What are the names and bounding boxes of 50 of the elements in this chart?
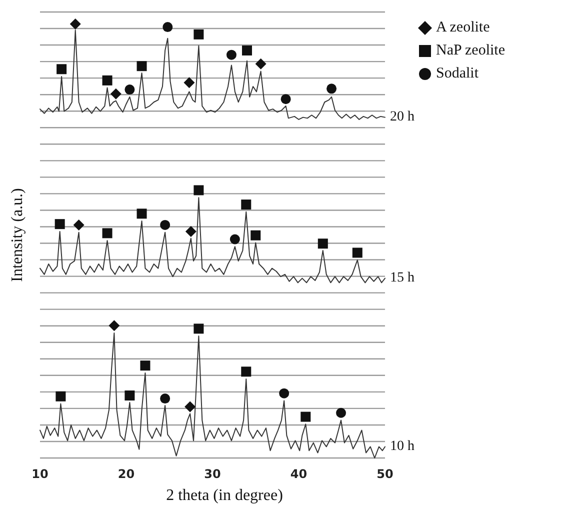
point <box>318 238 328 249</box>
legend-label: A zeolite <box>436 19 490 36</box>
point <box>241 200 252 210</box>
point <box>54 219 65 230</box>
point <box>140 360 150 371</box>
point <box>241 366 252 377</box>
point <box>194 29 204 40</box>
y-axis-title: Intensity (a.u.) <box>9 188 26 282</box>
point <box>184 401 196 412</box>
point <box>136 61 147 72</box>
point <box>110 88 122 100</box>
x-tick-label: 50 <box>376 467 394 481</box>
point <box>194 324 204 334</box>
series-label: 15 h <box>390 270 414 286</box>
point <box>352 248 362 258</box>
point <box>160 220 170 230</box>
point <box>280 94 291 104</box>
point <box>70 18 81 30</box>
x-tick-label: 30 <box>204 467 221 481</box>
point <box>102 228 112 238</box>
point <box>242 45 252 56</box>
point <box>194 185 204 196</box>
point <box>185 226 196 237</box>
legend-label: NaP zeolite <box>436 42 506 58</box>
point <box>160 394 170 404</box>
point <box>300 412 311 422</box>
x-axis-title: 2 theta (in degree) <box>166 487 283 504</box>
point <box>230 234 240 244</box>
point <box>279 388 290 398</box>
point <box>124 84 135 95</box>
series-label: 20 h <box>390 110 414 125</box>
point <box>226 50 236 60</box>
point <box>326 84 337 94</box>
point <box>124 390 135 401</box>
point <box>56 64 67 74</box>
point <box>255 58 266 70</box>
point <box>136 208 147 219</box>
point <box>73 219 84 230</box>
point <box>184 77 195 88</box>
point <box>102 75 112 86</box>
point <box>336 408 346 418</box>
point <box>56 391 66 402</box>
point <box>162 22 173 32</box>
x-tick-label: 10 <box>32 467 48 481</box>
legend-label: Sodalit <box>436 65 480 82</box>
x-tick-label: 40 <box>290 467 308 481</box>
point <box>108 320 120 332</box>
x-tick-label: 20 <box>118 467 135 481</box>
series-label: 10 h <box>390 438 414 454</box>
point <box>250 230 261 240</box>
